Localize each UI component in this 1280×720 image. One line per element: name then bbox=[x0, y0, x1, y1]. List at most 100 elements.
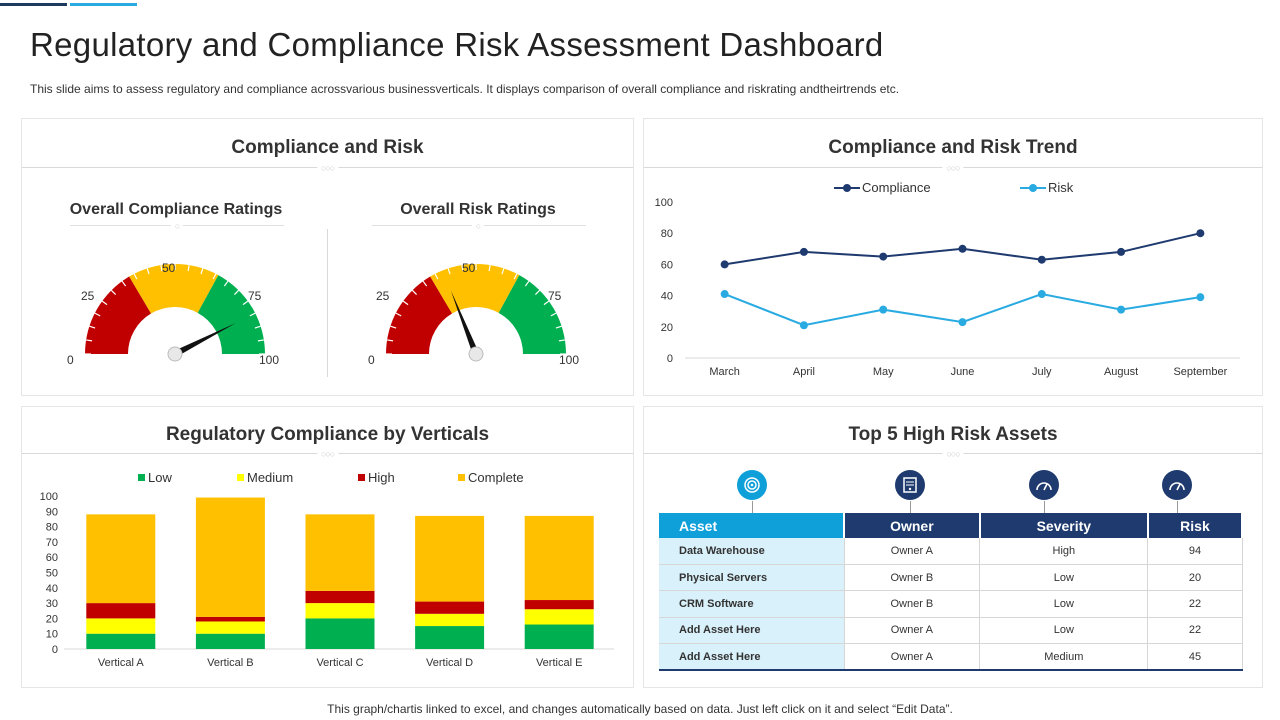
cell-asset: Add Asset Here bbox=[659, 617, 845, 645]
gauge-tick bbox=[395, 312, 402, 317]
gauge-band bbox=[197, 275, 265, 354]
data-point bbox=[799, 321, 808, 330]
bar-segment bbox=[195, 616, 265, 622]
top-accent-bar-light bbox=[70, 3, 137, 6]
gauge-tick bbox=[387, 339, 394, 342]
divider-dots: ○○○ bbox=[942, 164, 964, 173]
high-risk-assets-table: Asset Owner Severity Risk Data Warehouse… bbox=[659, 513, 1244, 671]
y-tick-label: 10 bbox=[46, 629, 58, 641]
x-tick-label: April bbox=[793, 366, 815, 378]
cell-severity: Low bbox=[979, 590, 1149, 618]
y-tick-label: 70 bbox=[46, 537, 58, 549]
legend-label: Compliance bbox=[862, 180, 931, 195]
legend-label: Medium bbox=[247, 470, 294, 485]
data-point bbox=[1037, 255, 1046, 264]
y-tick-label: 20 bbox=[661, 322, 673, 334]
column-header-owner: Owner bbox=[844, 513, 981, 538]
y-tick-label: 40 bbox=[661, 291, 673, 303]
bar-legend-complete: Complete bbox=[458, 470, 524, 485]
x-tick-label: June bbox=[951, 366, 975, 378]
gauge-tick bbox=[543, 300, 550, 306]
legend-swatch bbox=[458, 474, 465, 481]
gauge-tick bbox=[558, 339, 565, 342]
bar-segment bbox=[524, 609, 594, 625]
bar-segment bbox=[305, 618, 375, 649]
target-icon bbox=[737, 470, 767, 500]
gauge-title-dot: ○ bbox=[471, 222, 485, 231]
data-point bbox=[799, 247, 808, 256]
y-tick-label: 90 bbox=[46, 506, 58, 518]
bar-segment bbox=[195, 497, 265, 617]
trend-legend-compliance: Compliance bbox=[834, 180, 931, 195]
compliance-gauge-title: Overall Compliance Ratings bbox=[69, 201, 283, 218]
gauge-tick bbox=[257, 339, 264, 342]
gauge-tick bbox=[242, 300, 249, 306]
data-point bbox=[720, 290, 729, 299]
bar-segment bbox=[305, 514, 375, 591]
y-tick-label: 50 bbox=[46, 568, 58, 580]
gauge-tick-label: 75 bbox=[548, 289, 562, 303]
gauge-tick bbox=[187, 265, 190, 272]
gauge-tick bbox=[86, 339, 93, 342]
cell-risk: 22 bbox=[1147, 617, 1243, 645]
gauge-tick bbox=[89, 325, 96, 329]
gauge-tick bbox=[524, 280, 530, 287]
panel-title: Compliance and Risk bbox=[231, 137, 424, 158]
gauge-tick bbox=[212, 273, 217, 280]
legend-line-marker bbox=[1020, 183, 1046, 192]
gauge-tick bbox=[402, 300, 409, 306]
bar-segment bbox=[195, 621, 265, 634]
gauge-tick bbox=[534, 289, 541, 296]
risk-gauge-title: Overall Risk Ratings bbox=[400, 201, 556, 218]
column-header-risk: Risk bbox=[1147, 513, 1244, 538]
x-tick-label: Vertical A bbox=[98, 657, 145, 669]
gauge-tick bbox=[461, 265, 464, 272]
y-tick-label: 40 bbox=[46, 583, 58, 595]
y-tick-label: 100 bbox=[655, 197, 673, 209]
divider-dots: ○○○ bbox=[316, 164, 339, 173]
x-tick-label: Vertical B bbox=[207, 657, 253, 669]
legend-label: Risk bbox=[1048, 180, 1074, 195]
legend-label: High bbox=[368, 470, 395, 485]
cell-risk: 20 bbox=[1147, 564, 1243, 592]
bar-segment bbox=[415, 601, 485, 614]
x-tick-label: May bbox=[873, 366, 894, 378]
icon-connector bbox=[910, 501, 911, 513]
divider-dots: ○○○ bbox=[316, 450, 339, 459]
table-header-row: Asset Owner Severity Risk bbox=[659, 513, 1244, 538]
x-tick-label: Vertical E bbox=[536, 657, 582, 669]
page-title: Regulatory and Compliance Risk Assessmen… bbox=[30, 26, 884, 63]
gauge-tick bbox=[200, 268, 204, 275]
y-tick-label: 60 bbox=[661, 259, 673, 271]
x-tick-label: July bbox=[1032, 366, 1052, 378]
cell-asset: Data Warehouse bbox=[659, 538, 845, 565]
data-point bbox=[1196, 293, 1205, 302]
gauge-tick bbox=[249, 312, 256, 317]
gauge-tick bbox=[101, 300, 108, 306]
data-point bbox=[1037, 290, 1046, 299]
cell-owner: Owner A bbox=[844, 538, 981, 565]
trend-panel: Compliance and Risk Trend ○○○ bbox=[643, 118, 1263, 396]
gauge-tick bbox=[110, 289, 117, 296]
bar-segment bbox=[86, 514, 156, 604]
gauge-tick bbox=[447, 268, 451, 275]
verticals-stacked-bar-chart: 0 10 20 30 40 50 60 70 80 90 100 Vertical A Vertical… bbox=[40, 491, 614, 669]
cell-owner: Owner A bbox=[844, 643, 981, 671]
gauge-band bbox=[129, 264, 219, 314]
panel-title: Regulatory Compliance by Verticals bbox=[165, 424, 490, 445]
y-tick-label: 80 bbox=[661, 228, 673, 240]
server-icon bbox=[895, 470, 925, 500]
gauge-tick-label: 25 bbox=[81, 289, 95, 303]
cell-risk: 22 bbox=[1147, 590, 1243, 618]
page-subtitle: This slide aims to assess regulatory and… bbox=[30, 82, 900, 96]
column-header-severity: Severity bbox=[979, 513, 1149, 538]
footer-note: This graph/chartis linked to excel, and … bbox=[327, 702, 953, 716]
icon-connector bbox=[752, 501, 753, 513]
bar-segment bbox=[305, 603, 375, 619]
bar-legend-low: Low bbox=[138, 470, 172, 485]
data-point bbox=[1196, 229, 1205, 238]
gauge-hub bbox=[468, 346, 484, 362]
gauge-band bbox=[386, 276, 453, 354]
speedometer-icon bbox=[1162, 470, 1192, 500]
legend-line-marker bbox=[834, 183, 860, 192]
